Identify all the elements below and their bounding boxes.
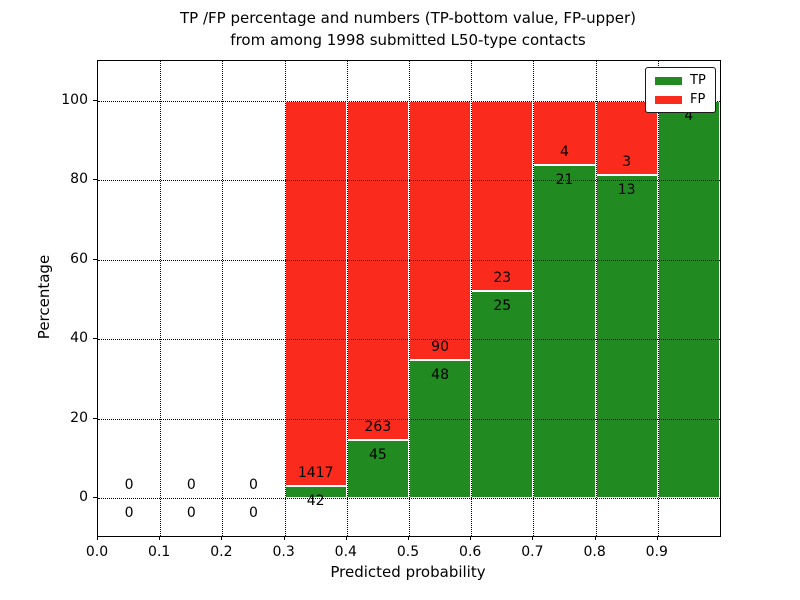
chart-title-line1: TP /FP percentage and numbers (TP-bottom… — [180, 9, 636, 27]
legend-label-fp: FP — [690, 92, 706, 107]
y-axis-tick — [93, 179, 97, 181]
x-axis-tick — [221, 536, 223, 540]
y-tick-label: 80 — [70, 171, 88, 188]
gridline-vertical — [346, 61, 348, 536]
tp-count-label: 25 — [493, 298, 512, 315]
bar-segment-fp — [284, 101, 347, 487]
fp-count-label: 4 — [560, 143, 569, 160]
x-axis-tick — [656, 536, 658, 540]
tp-count-label: 42 — [306, 493, 325, 510]
bar-segment-fp — [471, 101, 534, 292]
gridline-vertical — [471, 61, 473, 536]
bar-segment-tp — [533, 164, 596, 498]
gridline-vertical — [409, 61, 410, 536]
fp-count-label: 263 — [364, 418, 392, 435]
fp-count-label: 23 — [493, 270, 512, 287]
tp-count-label: 0 — [186, 504, 196, 521]
y-axis-label: Percentage — [35, 254, 53, 340]
y-tick-label: 60 — [70, 250, 88, 267]
gridline-vertical — [222, 61, 224, 536]
legend-item-fp: FP — [655, 93, 706, 106]
fp-count-label: 3 — [622, 154, 632, 171]
bar-segment-fp — [346, 101, 409, 440]
x-axis-tick — [532, 536, 534, 540]
bar-segment-tp — [595, 175, 658, 498]
y-tick-label: 100 — [61, 92, 88, 109]
tp-count-label: 21 — [555, 171, 574, 188]
bar-segment-fp — [409, 101, 472, 360]
fp-count-label: 0 — [124, 476, 134, 493]
x-tick-label: 0.7 — [521, 544, 544, 560]
fp-count-label: 0 — [186, 476, 196, 493]
fp-count-label: 90 — [431, 338, 450, 355]
tp-count-label: 4 — [684, 108, 694, 125]
y-tick-label: 40 — [70, 330, 88, 347]
chart-title-line2: from among 1998 submitted L50-type conta… — [230, 31, 586, 49]
bar-segment-fp — [595, 101, 658, 176]
x-tick-label: 0.8 — [583, 544, 606, 560]
y-axis-tick — [93, 417, 97, 419]
gridline-vertical — [657, 61, 659, 536]
fp-count-label: 0 — [249, 476, 258, 493]
x-tick-label: 0.4 — [334, 544, 357, 560]
legend-item-tp: TP — [655, 74, 706, 87]
tp-count-label: 0 — [249, 504, 258, 521]
gridline-vertical — [595, 61, 597, 536]
x-tick-label: 0.0 — [85, 544, 109, 560]
y-axis-tick — [93, 338, 97, 340]
tp-count-label: 0 — [124, 504, 134, 521]
x-axis-tick — [159, 536, 161, 540]
x-tick-label: 0.9 — [645, 544, 668, 560]
y-axis-tick — [93, 100, 97, 102]
y-tick-label: 20 — [70, 409, 88, 426]
x-axis-tick — [97, 536, 98, 540]
x-axis-tick — [470, 536, 472, 540]
tp-count-label: 48 — [431, 366, 450, 383]
x-axis-tick — [283, 536, 285, 540]
tp-count-label: 45 — [368, 446, 387, 463]
legend-label-tp: TP — [690, 73, 706, 88]
tp-count-label: 13 — [617, 182, 636, 199]
x-tick-label: 0.1 — [148, 544, 171, 560]
legend: TP FP — [645, 67, 716, 113]
legend-swatch-tp-icon — [655, 76, 682, 85]
x-axis-tick — [408, 536, 409, 540]
gridline-vertical — [160, 61, 162, 536]
x-tick-label: 0.3 — [272, 544, 295, 560]
x-tick-label: 0.6 — [459, 544, 482, 560]
y-axis-tick — [93, 496, 97, 498]
gridline-vertical — [284, 61, 286, 536]
fp-count-label: 1417 — [297, 465, 334, 482]
x-axis-label: Predicted probability — [330, 563, 486, 581]
chart-title: TP /FP percentage and numbers (TP-bottom… — [97, 7, 719, 51]
x-axis-tick — [345, 536, 347, 540]
gridline-vertical — [533, 61, 535, 536]
x-axis-tick — [594, 536, 596, 540]
legend-swatch-fp-icon — [655, 95, 682, 104]
bar-segment-tp — [471, 291, 534, 498]
x-tick-label: 0.5 — [396, 544, 420, 560]
bar-segment-tp — [657, 101, 720, 498]
y-tick-label: 0 — [79, 488, 88, 505]
bar-segment-tp — [346, 439, 409, 498]
y-axis-tick — [93, 258, 97, 260]
x-tick-label: 0.2 — [210, 544, 233, 560]
